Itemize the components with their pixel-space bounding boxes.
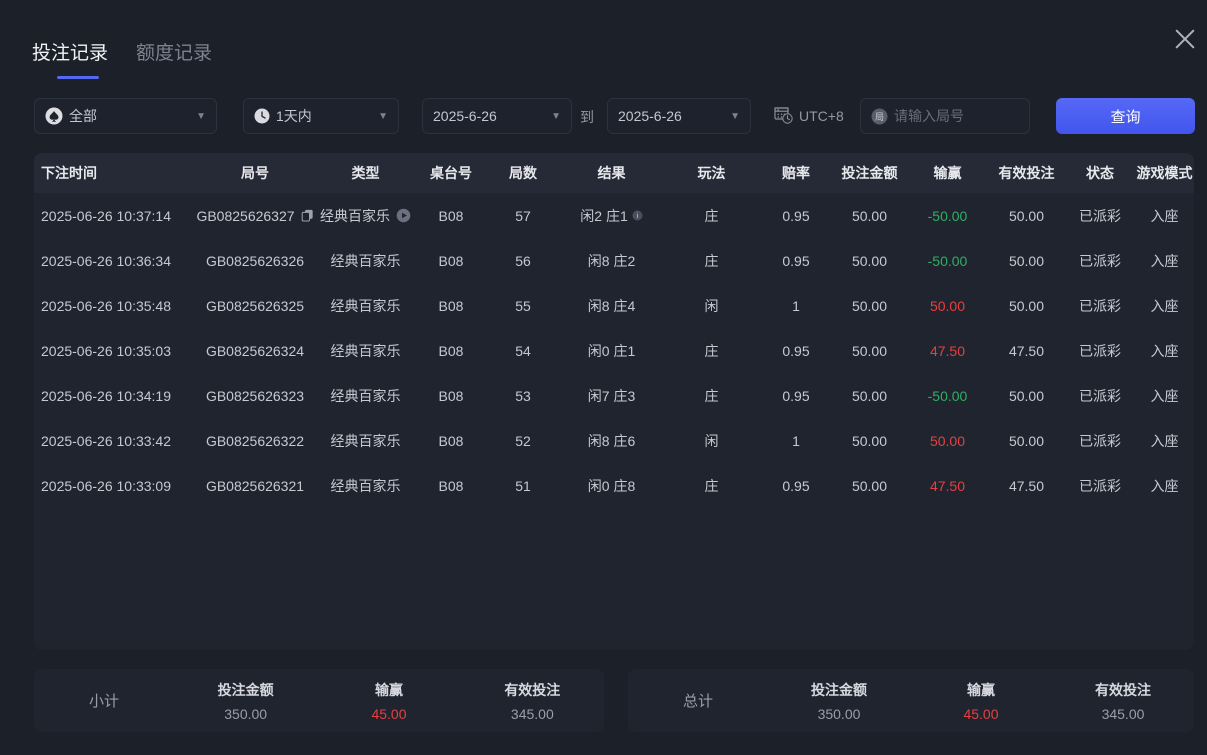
- svg-text:局: 局: [875, 112, 884, 122]
